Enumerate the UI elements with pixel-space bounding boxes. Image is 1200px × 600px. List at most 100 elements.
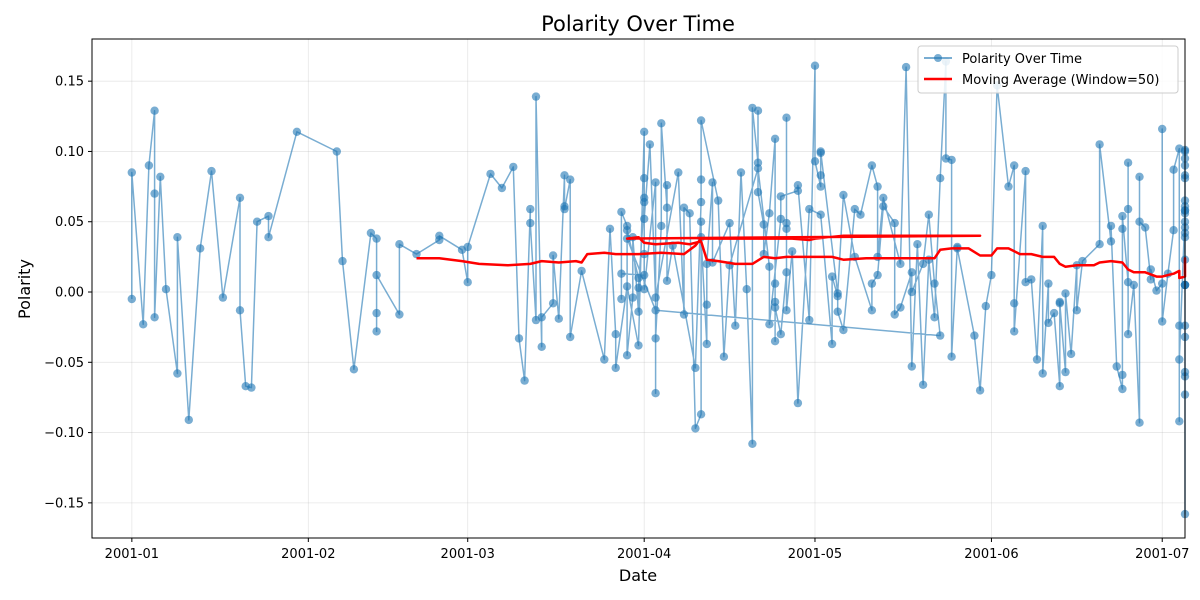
polarity-point [907,287,916,297]
polarity-point [600,355,609,364]
polarity-point [127,168,136,177]
polarity-point [936,331,945,340]
polarity-point [1027,275,1036,284]
y-tick-label: 0.05 [55,215,84,230]
polarity-point [867,161,877,170]
polarity-point [622,221,632,231]
polarity-point [207,166,216,176]
polarity-point [1141,223,1150,232]
polarity-point [264,211,273,221]
polarity-point [1158,124,1167,134]
polarity-point [127,294,136,304]
polarity-point [1095,240,1104,249]
polarity-point [765,209,774,218]
polarity-point [850,204,859,214]
y-tick-label: 0.15 [55,75,84,90]
polarity-point [805,204,814,214]
polarity-point [805,315,814,325]
polarity-point [662,203,672,212]
polarity-point [395,240,404,249]
polarity-point [708,178,717,187]
polarity-point [292,127,302,136]
polarity-point [1004,182,1013,191]
polarity-point [1175,355,1184,364]
polarity-point [497,183,507,193]
polarity-point [514,334,524,343]
polarity-point [173,369,182,378]
polarity-point [640,193,649,202]
polarity-point [548,251,558,260]
y-tick-label: −0.05 [44,356,84,371]
polarity-point [150,106,159,115]
polarity-point [486,169,495,179]
legend-box [917,45,1179,94]
polarity-point [235,193,245,202]
polarity-point [617,294,626,304]
polarity-point [1095,140,1104,149]
polarity-point [1032,355,1042,364]
polarity-point [651,334,660,343]
polarity-point [531,92,541,101]
polarity-point [1010,327,1019,336]
polarity-point [372,308,381,318]
polarity-point [144,161,154,170]
polarity-point [702,339,711,349]
polarity-point [839,325,848,335]
polarity-point [662,276,672,285]
polarity-point [372,234,381,243]
y-axis-ticks: −0.15 −0.10 −0.05 0.00 0.05 0.10 0.15 [44,75,92,511]
legend-label-polarity: Polarity Over Time [962,52,1082,67]
polarity-point [788,247,797,256]
polarity-point [679,310,689,319]
polarity-point [776,192,785,201]
polarity-point [611,363,620,373]
polarity-point [548,299,558,308]
polarity-point [1118,370,1127,380]
polarity-point [657,221,666,231]
polarity-point [873,252,882,262]
x-axis-ticks: 2001-01 2001-02 2001-03 2001-04 2001-05 2001-… [105,538,1189,562]
polarity-point [696,410,706,419]
moving-average-line [416,234,1187,280]
polarity-point [765,320,774,329]
polarity-point [537,313,546,322]
polarity-point [816,171,825,180]
polarity-point [1106,237,1116,246]
polarity-point [725,218,734,228]
polarity-point [1061,367,1070,377]
polarity-point [1118,384,1127,394]
polarity-point [173,233,182,242]
polarity-point [770,337,780,346]
polarity-point [947,155,956,165]
polarity-point [936,174,945,183]
polarity-point [856,210,865,219]
polarity-point [412,249,421,259]
polarity-point [1066,349,1076,359]
polarity-point [753,158,763,167]
polarity-point [651,178,660,187]
polarity-point [640,270,649,280]
polarity-point [696,116,706,125]
polarity-point [264,233,273,242]
polarity-point [554,314,563,323]
polarity-point [1010,299,1019,308]
polarity-point [622,351,632,360]
polarity-point [1112,362,1121,371]
polarity-point [816,210,825,219]
polarity-point [1169,226,1178,235]
y-tick-label: −0.10 [44,426,84,441]
polarity-point [645,140,655,149]
polarity-point [742,285,751,294]
polarity-point [776,330,785,339]
y-tick-label: 0.10 [55,145,84,160]
polarity-point [1078,256,1087,266]
polarity-point [1049,308,1059,318]
polarity-point [918,380,928,389]
polarity-point [679,203,689,212]
polarity-point [867,306,877,315]
polarity-point [463,278,472,287]
polarity-point [924,210,933,219]
polarity-point [1061,289,1070,298]
polarity-point [651,306,660,315]
polarity-point [827,272,837,281]
